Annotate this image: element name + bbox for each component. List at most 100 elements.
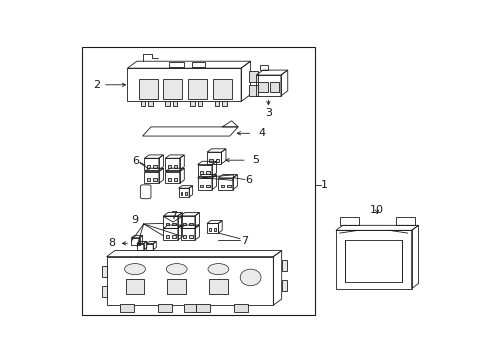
Bar [174, 178, 177, 181]
Bar [146, 165, 150, 168]
Bar [206, 223, 218, 233]
Bar [127, 68, 241, 102]
Bar [165, 101, 169, 107]
Bar [144, 158, 159, 170]
Bar [220, 185, 224, 187]
Bar [163, 216, 178, 228]
Bar [215, 159, 219, 162]
Bar [197, 101, 202, 107]
Ellipse shape [207, 264, 228, 275]
Bar [188, 79, 206, 99]
Bar [172, 222, 175, 225]
Ellipse shape [166, 264, 187, 275]
Bar [165, 222, 169, 225]
Bar [163, 228, 178, 240]
Bar [144, 172, 159, 183]
Bar [146, 244, 153, 250]
Text: 9: 9 [131, 215, 139, 225]
Bar [248, 71, 258, 82]
Bar [195, 304, 210, 312]
Bar [214, 228, 216, 231]
Bar [209, 228, 211, 231]
Bar [212, 79, 231, 99]
Bar [82, 48, 314, 315]
Bar [174, 165, 177, 168]
Bar [120, 304, 134, 312]
Bar [153, 165, 156, 168]
Text: 1: 1 [320, 180, 327, 190]
Bar [248, 85, 258, 96]
Bar [208, 279, 227, 294]
Bar [172, 235, 175, 238]
Bar [233, 304, 247, 312]
Bar [184, 304, 195, 312]
Bar [345, 240, 401, 282]
Bar [102, 266, 107, 278]
Bar [206, 185, 209, 187]
Bar [258, 82, 267, 92]
Bar [335, 230, 411, 288]
Text: 7: 7 [169, 211, 177, 221]
Bar [180, 216, 195, 228]
Bar [206, 152, 221, 164]
Bar [165, 158, 180, 170]
Bar [183, 235, 186, 238]
Bar [281, 280, 286, 291]
Bar [180, 228, 195, 240]
Text: 6: 6 [244, 175, 251, 185]
Bar [139, 79, 158, 99]
Bar [131, 238, 139, 245]
Bar [269, 82, 279, 92]
Bar [158, 304, 172, 312]
Bar [167, 178, 171, 181]
Bar [148, 101, 153, 107]
Bar [137, 244, 143, 250]
Bar [167, 279, 186, 294]
Bar [197, 165, 211, 176]
Bar [226, 185, 230, 187]
Bar [214, 101, 219, 107]
Bar [178, 188, 189, 197]
Bar [189, 222, 192, 225]
Bar [185, 192, 186, 195]
Text: 8: 8 [108, 238, 115, 248]
Bar [281, 260, 286, 271]
Bar [206, 171, 209, 174]
Text: 3: 3 [264, 108, 271, 118]
Bar [183, 222, 186, 225]
Text: 10: 10 [369, 205, 384, 215]
Bar [189, 235, 192, 238]
Bar [260, 64, 267, 70]
Bar [169, 62, 184, 67]
Bar [167, 165, 171, 168]
Bar [106, 257, 273, 305]
Bar [163, 79, 182, 99]
Ellipse shape [240, 269, 261, 286]
Bar [165, 172, 180, 183]
Bar [153, 178, 156, 181]
Bar [339, 217, 358, 225]
Bar [218, 178, 232, 190]
FancyBboxPatch shape [140, 185, 151, 199]
Text: 2: 2 [93, 80, 100, 90]
Bar [141, 101, 145, 107]
Bar [146, 178, 150, 181]
Text: 5: 5 [252, 155, 259, 165]
Bar [197, 178, 211, 190]
Bar [191, 62, 205, 67]
Bar [256, 75, 280, 96]
Bar [189, 101, 194, 107]
Text: 4: 4 [258, 128, 265, 138]
Bar [181, 192, 182, 195]
Bar [173, 101, 177, 107]
Bar [125, 279, 144, 294]
Bar [209, 159, 212, 162]
Bar [165, 235, 169, 238]
Ellipse shape [124, 264, 145, 275]
Bar [395, 217, 414, 225]
Bar [200, 171, 203, 174]
Bar [222, 101, 226, 107]
Text: 7: 7 [241, 235, 248, 246]
Text: 6: 6 [132, 156, 139, 166]
Bar [102, 286, 107, 297]
